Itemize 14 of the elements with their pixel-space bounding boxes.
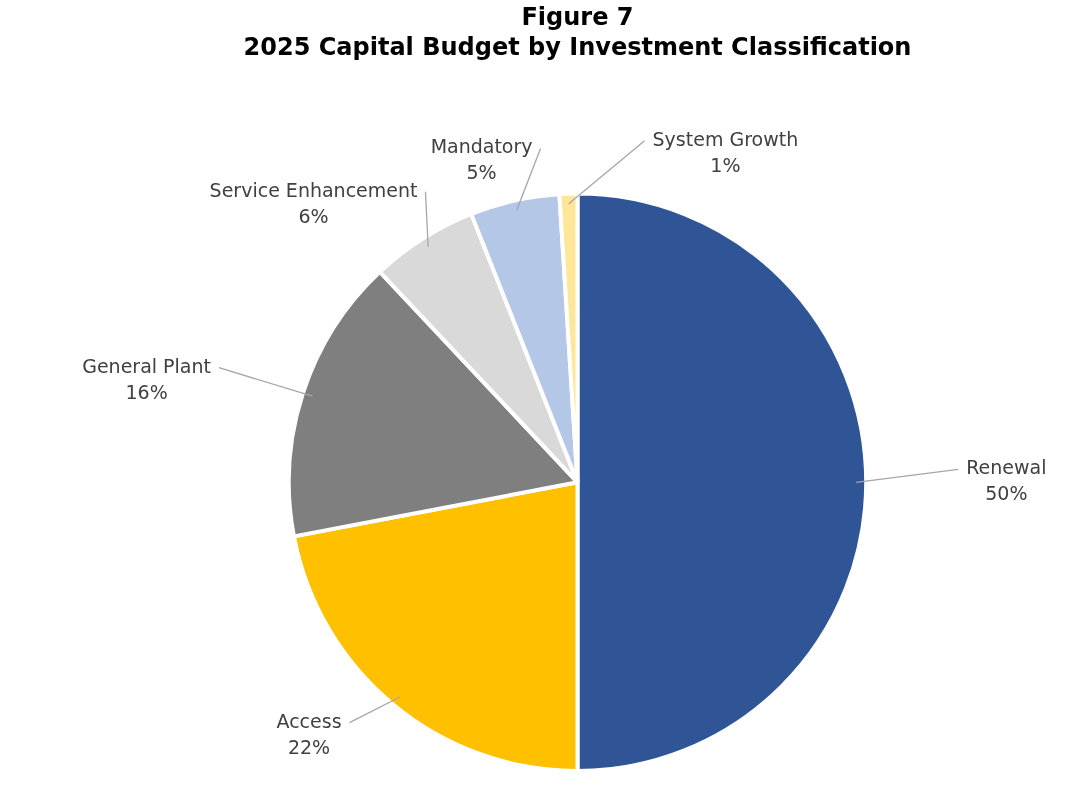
slice-label: Mandatory xyxy=(430,135,533,158)
data-label: 22% xyxy=(287,735,331,758)
data-label: 1% xyxy=(710,153,741,176)
slice-label: System Growth xyxy=(652,127,799,150)
slice-label: Access xyxy=(276,709,342,732)
data-label: 6% xyxy=(298,204,329,227)
slice-label: Renewal xyxy=(966,456,1047,479)
data-label: 5% xyxy=(466,161,497,184)
data-label: 16% xyxy=(125,380,168,403)
slice-label: Service Enhancement xyxy=(209,178,418,201)
chart-subtitle: 2025 Capital Budget by Investment Classification xyxy=(243,33,912,62)
chart-title: Figure 7 xyxy=(521,2,634,31)
data-label: 50% xyxy=(985,482,1028,505)
slice-label: General Plant xyxy=(82,354,211,377)
